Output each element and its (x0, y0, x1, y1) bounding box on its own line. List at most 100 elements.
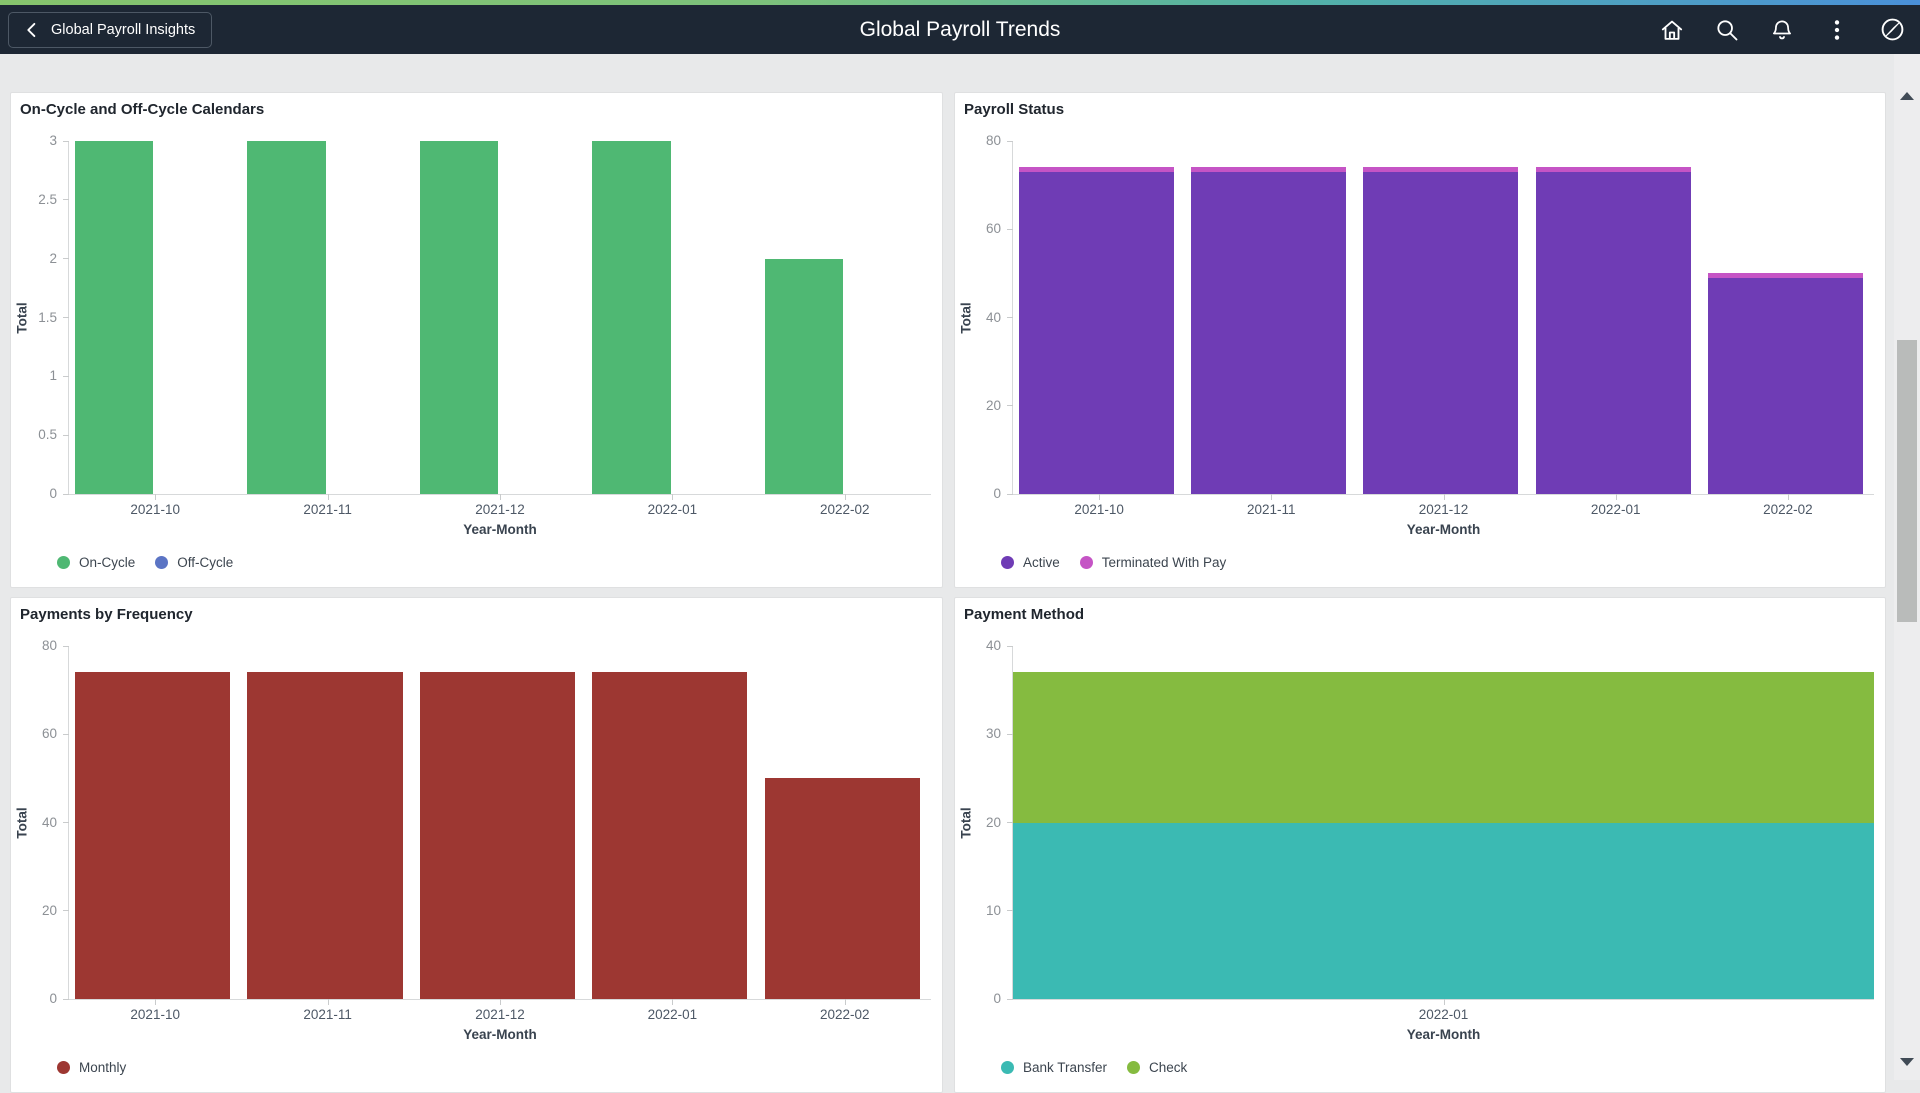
bar-on-cycle-2021-10[interactable] (75, 141, 154, 494)
bar-active-2021-11[interactable] (1191, 171, 1347, 494)
y-axis-tick (63, 998, 69, 1000)
bar-slot-2021-12 (414, 646, 586, 999)
bar-on-cycle-2022-02[interactable] (764, 258, 844, 494)
x-axis-tick-label: 2022-01 (647, 502, 698, 517)
y-axis-tick (63, 140, 69, 142)
scroll-down-arrow-icon[interactable] (1900, 1058, 1914, 1066)
x-axis-tick (1615, 494, 1617, 500)
y-axis-tick-label: 3 (49, 133, 57, 148)
vertical-scrollbar[interactable] (1894, 54, 1920, 1080)
y-axis-tick (63, 317, 69, 318)
y-axis-tick (1007, 998, 1013, 1000)
bar-slot-2022-01 (586, 141, 758, 494)
home-button[interactable] (1656, 14, 1688, 46)
y-axis-tick (1007, 228, 1013, 230)
bar-active-2021-10[interactable] (1019, 171, 1174, 494)
legend-label: Off-Cycle (177, 555, 234, 570)
y-axis-tick-label: 1 (49, 368, 57, 384)
y-axis-tick (63, 910, 69, 912)
x-axis-tick (672, 999, 674, 1005)
x-axis-tick-label: 2022-02 (1763, 502, 1813, 517)
x-axis-tick (500, 999, 501, 1005)
scrollbar-thumb[interactable] (1897, 340, 1917, 622)
legend-item-monthly[interactable]: Monthly (57, 1060, 126, 1075)
legend-item-terminated-with-pay[interactable]: Terminated With Pay (1079, 555, 1226, 570)
more-actions-kebab-icon (1834, 19, 1840, 40)
chart-plot: 0 20 40 60 80 Total 2021-10 2021-11 2021-12 2022-… (15, 638, 931, 1042)
bar-on-cycle-2021-12[interactable] (419, 141, 499, 494)
legend-dot (1127, 1061, 1141, 1074)
x-axis-tick-label: 2022-01 (1590, 502, 1641, 517)
bar-terminated-with-pay-2022-02[interactable] (1707, 273, 1863, 278)
x-axis-title: Year-Month (463, 1027, 537, 1042)
navbar-button[interactable] (1876, 14, 1908, 46)
bar-slot-2021-10 (1013, 141, 1185, 494)
chevron-left-icon (27, 22, 36, 38)
area-band-check[interactable] (1013, 672, 1874, 823)
bar-active-2021-12[interactable] (1363, 171, 1519, 494)
x-axis-tick-label: 2022-02 (820, 1007, 870, 1022)
notifications-button[interactable] (1766, 14, 1798, 46)
bar-on-cycle-2022-01[interactable] (592, 141, 671, 494)
legend-item-active[interactable]: Active (1001, 555, 1060, 570)
y-axis-tick (1007, 645, 1013, 647)
bar-on-cycle-2021-11[interactable] (247, 141, 326, 494)
bar-slot-2022-02 (759, 646, 931, 999)
chart-legend: Active Terminated With Pay (1001, 555, 1226, 570)
x-axis-tick (500, 494, 501, 500)
bar-monthly-2021-11[interactable] (247, 672, 403, 999)
card-on-off-cycle-calendars: On-Cycle and Off-Cycle Calendars 0 0.5 1 1.… (10, 92, 943, 588)
bar-slot-2021-10 (69, 141, 241, 494)
legend-dot (57, 556, 70, 569)
legend-item-off-cycle[interactable]: Off-Cycle (155, 555, 233, 570)
legend-item-on-cycle[interactable]: On-Cycle (57, 555, 135, 570)
bar-terminated-with-pay-2021-12[interactable] (1363, 167, 1519, 172)
card-payments-by-frequency: Payments by Frequency 0 20 40 60 80 Total 2021… (10, 597, 943, 1093)
x-axis-title: Year-Month (1406, 522, 1481, 537)
bar-terminated-with-pay-2021-11[interactable] (1191, 167, 1347, 172)
bar-monthly-2021-10[interactable] (75, 672, 231, 999)
area-band-bank-transfer[interactable] (1013, 822, 1874, 999)
y-axis-tick (1007, 140, 1013, 142)
back-button-label: Global Payroll Insights (51, 22, 196, 38)
y-axis-tick-label: 80 (41, 638, 57, 653)
y-axis-tick-label: 0 (49, 486, 57, 501)
top-bar: Global Payroll Insights Global Payroll T… (0, 0, 1920, 54)
y-axis-tick (63, 258, 69, 260)
more-actions-button[interactable] (1821, 14, 1853, 46)
bar-slot-2021-11 (241, 141, 413, 494)
x-axis-tick-label: 2021-10 (1074, 502, 1124, 517)
bar-terminated-with-pay-2021-10[interactable] (1019, 167, 1174, 172)
y-axis-tick (1007, 910, 1013, 912)
back-button[interactable]: Global Payroll Insights (8, 12, 213, 48)
notifications-bell-icon (1773, 19, 1791, 39)
y-axis-tick (1007, 733, 1013, 735)
top-bar-content: Global Payroll Insights Global Payroll T… (0, 5, 1920, 54)
bar-monthly-2021-12[interactable] (419, 672, 575, 999)
scroll-up-arrow-icon[interactable] (1900, 92, 1914, 100)
legend-item-check[interactable]: Check (1127, 1060, 1187, 1075)
legend-dot (1001, 556, 1014, 569)
x-axis-tick (327, 494, 329, 500)
bar-monthly-2022-01[interactable] (592, 672, 748, 999)
legend-label: Monthly (79, 1060, 127, 1075)
bar-active-2022-02[interactable] (1707, 277, 1863, 494)
x-axis-tick (844, 494, 846, 500)
bar-monthly-2022-02[interactable] (764, 778, 920, 999)
legend-item-bank-transfer[interactable]: Bank Transfer (1001, 1060, 1107, 1075)
bar-active-2022-01[interactable] (1535, 171, 1691, 494)
brand-gradient-strip (0, 0, 1920, 5)
bar-terminated-with-pay-2022-01[interactable] (1535, 167, 1691, 172)
y-axis-title: Total (958, 806, 974, 839)
top-bar-actions (1656, 5, 1908, 54)
x-axis-tick-label: 2022-01 (1418, 1007, 1469, 1022)
x-axis-tick-label: 2021-12 (475, 502, 525, 517)
y-axis-tick-label: 40 (41, 814, 57, 830)
y-axis-tick-label: 2.5 (38, 191, 57, 207)
y-axis-tick-label: 2 (49, 250, 57, 266)
legend-dot (1001, 1061, 1014, 1074)
bar-slot-2021-11 (1185, 141, 1357, 494)
chart-plot: 0 10 20 30 40 Total 2022-01 Year-Month (959, 638, 1874, 1042)
x-axis-tick (327, 999, 329, 1005)
search-button[interactable] (1711, 14, 1743, 46)
